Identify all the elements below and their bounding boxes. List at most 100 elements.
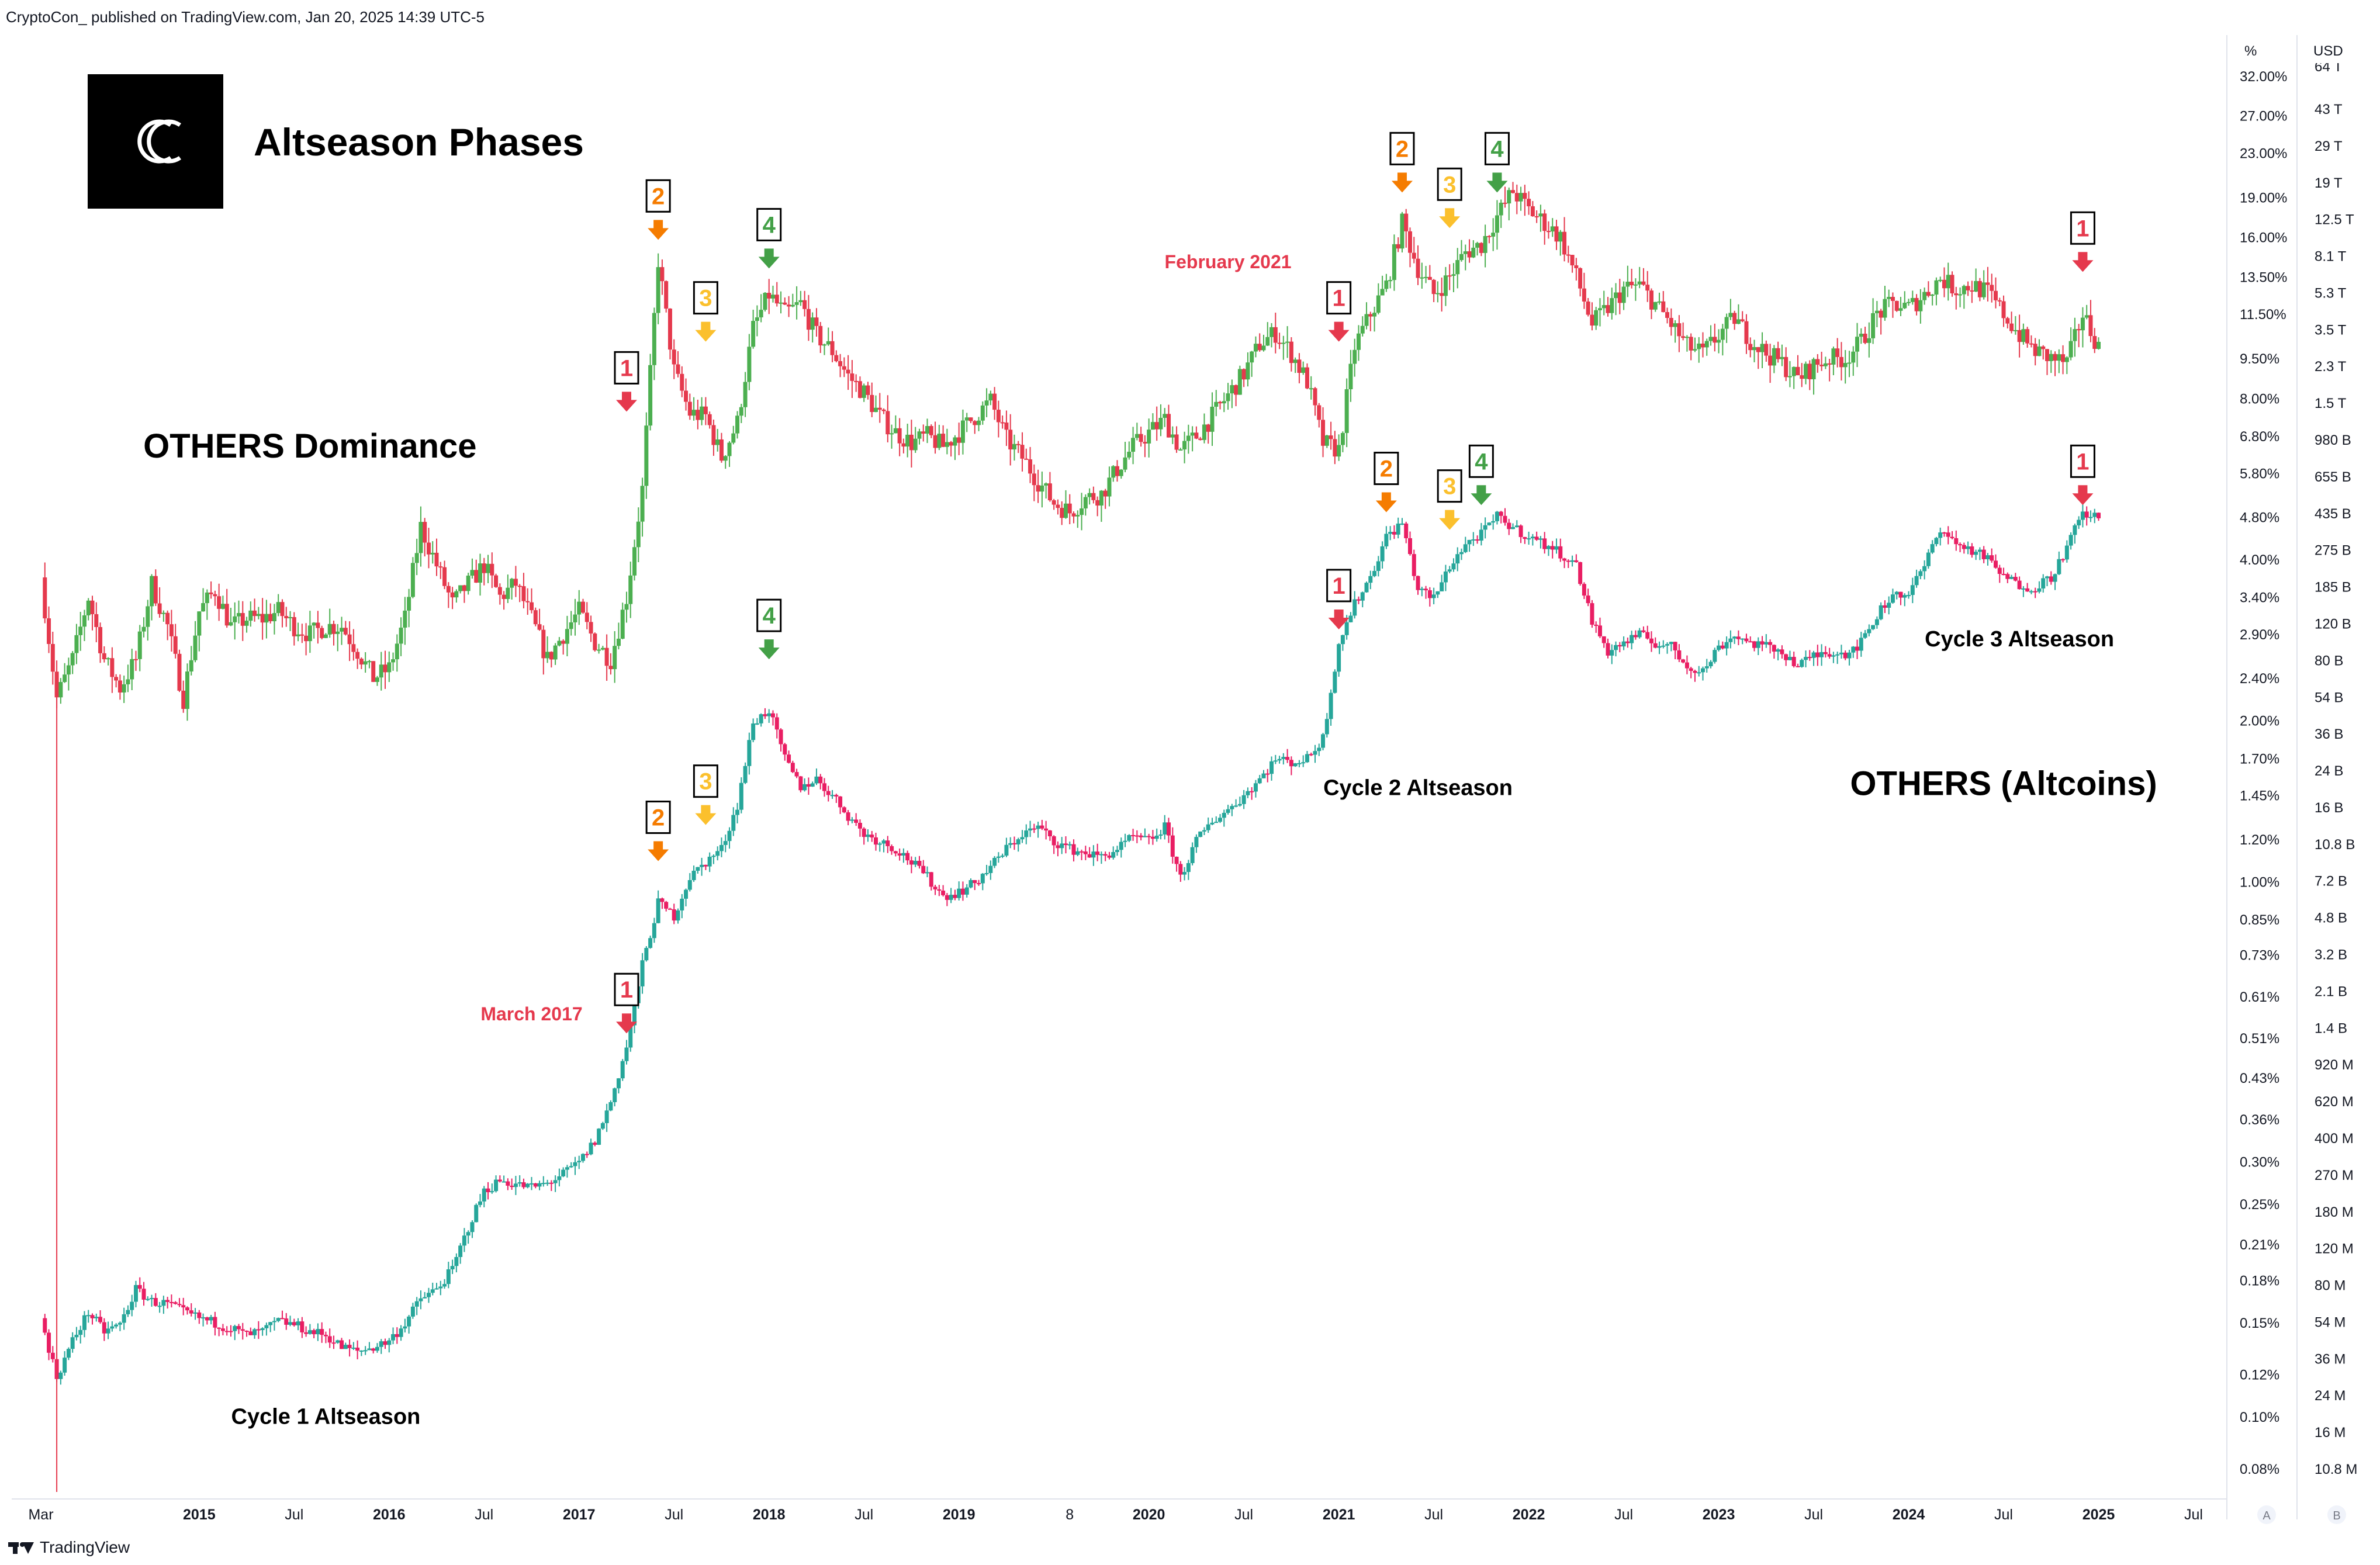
phase-box — [1326, 281, 1352, 315]
others-candle — [925, 866, 930, 878]
others-candle — [264, 1322, 269, 1336]
time-tick-label: 2016 — [373, 1507, 406, 1523]
others-candle — [1673, 642, 1677, 660]
usd-tick-label: 54 B — [2315, 690, 2343, 705]
others-candle — [513, 1176, 518, 1195]
time-tick-label: 2017 — [563, 1507, 596, 1523]
others-candle — [1507, 518, 1511, 535]
dominance-candle — [521, 573, 526, 609]
others-candle — [1230, 804, 1234, 816]
phase-number: 1 — [1333, 573, 1345, 599]
others-candle — [1364, 581, 1369, 593]
others-candle — [565, 1165, 569, 1178]
others-candle — [1067, 842, 1072, 850]
phase-1-marker: 1 — [614, 972, 639, 1034]
phase-arrow-icon — [1328, 321, 1350, 342]
others-candle — [133, 1280, 138, 1308]
phase-box — [1374, 452, 1399, 486]
dominance-candle — [739, 403, 743, 424]
others-candle — [885, 836, 890, 853]
dominance-candle — [1364, 302, 1369, 330]
others-candle — [1930, 540, 1935, 554]
tradingview-brand[interactable]: TradingView — [8, 1536, 130, 1559]
usd-tick-label: 655 B — [2315, 469, 2351, 485]
dominance-candle — [1067, 494, 1072, 524]
axis-button-b[interactable]: B — [2327, 1505, 2346, 1524]
others-candle — [584, 1151, 589, 1158]
percent-tick-label: 8.00% — [2240, 391, 2279, 407]
percent-tick-label: 2.90% — [2240, 627, 2279, 643]
dominance-candle — [1392, 234, 1396, 291]
others-candle — [1606, 638, 1610, 659]
others-candle — [1032, 823, 1036, 833]
phase-box — [2070, 211, 2095, 245]
dominance-candle — [636, 507, 641, 563]
others-candle — [1150, 830, 1155, 845]
others-candle — [996, 852, 1001, 863]
percent-tick-label: 19.00% — [2240, 190, 2287, 206]
dominance-candle — [1981, 270, 1986, 300]
axis-button-a[interactable]: A — [2257, 1505, 2276, 1524]
phase-number: 2 — [1380, 456, 1393, 482]
others-candle — [897, 848, 902, 861]
others-candle — [2084, 506, 2089, 526]
dominance-candle — [359, 657, 364, 669]
percent-tick-label: 0.15% — [2240, 1315, 2279, 1331]
dominance-candle — [181, 680, 186, 713]
dominance-candle — [430, 541, 435, 564]
dominance-candle — [146, 600, 150, 641]
others-candle — [1586, 588, 1590, 607]
others-candle — [921, 860, 926, 874]
others-candle — [395, 1327, 399, 1344]
others-candle — [1257, 775, 1262, 784]
others-candle — [1907, 591, 1911, 599]
dominance-candle — [90, 595, 95, 631]
dominance-candle — [613, 631, 617, 683]
time-tick-label: Jul — [2184, 1507, 2203, 1523]
others-candle — [1467, 539, 1472, 552]
dominance-candle — [1004, 410, 1009, 446]
dominance-candle — [648, 354, 653, 431]
dominance-candle — [1131, 427, 1136, 465]
time-tick-label: 2019 — [943, 1507, 975, 1523]
dominance-candle — [1887, 289, 1891, 307]
dominance-candle — [1815, 354, 1820, 373]
percent-tick-label: 0.36% — [2240, 1112, 2279, 1128]
dominance-candle — [656, 253, 660, 324]
others-altcoins-label: OTHERS (Altcoins) — [1850, 765, 2157, 803]
others-candle — [2073, 523, 2077, 544]
others-candle — [1720, 641, 1725, 650]
dominance-candle — [494, 573, 499, 588]
usd-tick-label: 3.2 B — [2315, 947, 2347, 963]
dominance-candle — [1372, 306, 1377, 332]
others-candle — [751, 718, 756, 743]
usd-tick-label: 16 M — [2315, 1425, 2346, 1441]
dominance-candle — [1388, 276, 1393, 289]
dominance-candle — [1265, 322, 1270, 347]
others-candle — [1261, 770, 1266, 778]
others-candle — [1407, 531, 1412, 556]
dominance-candle — [1530, 201, 1535, 217]
dominance-candle — [434, 538, 439, 576]
dominance-candle — [525, 588, 530, 615]
dominance-candle — [1684, 335, 1689, 352]
dominance-candle — [691, 397, 696, 421]
dominance-candle — [569, 611, 573, 636]
others-candle — [2064, 540, 2069, 563]
dominance-candle — [74, 624, 79, 664]
others-candle — [909, 856, 914, 874]
phase-2-marker: 2 — [645, 179, 671, 240]
dominance-candle — [830, 331, 835, 362]
percent-tick-label: 9.50% — [2240, 351, 2279, 367]
dominance-candle — [490, 552, 494, 588]
phase-number: 1 — [620, 355, 633, 381]
phase-box — [2070, 444, 2095, 478]
others-candle — [770, 710, 775, 726]
dominance-candle — [1119, 469, 1123, 479]
others-candle — [877, 842, 882, 852]
others-candle — [905, 850, 910, 865]
dominance-candle — [874, 395, 878, 413]
dominance-candle — [367, 660, 372, 669]
usd-tick-label: 435 B — [2315, 506, 2351, 522]
dominance-candle — [949, 441, 953, 457]
